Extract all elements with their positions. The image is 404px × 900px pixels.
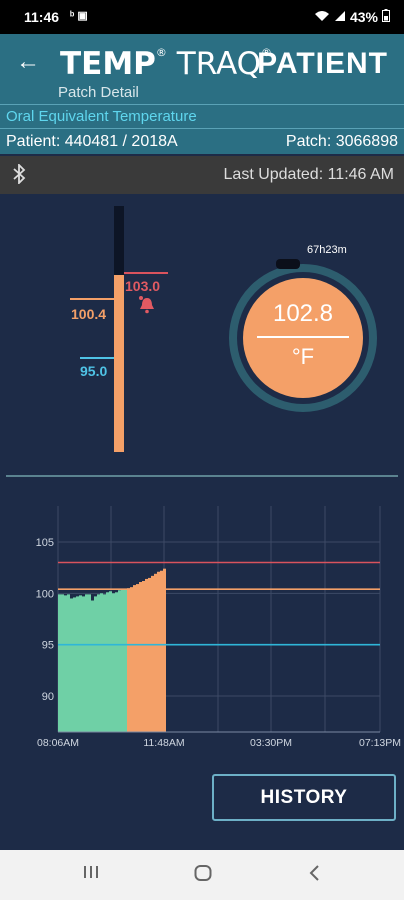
page-title: PATIENT (257, 47, 388, 80)
chart-bar (76, 596, 79, 732)
chart-bar (73, 597, 76, 732)
dial-ring (229, 264, 377, 412)
chart-bar (91, 600, 94, 732)
page-subtitle: Patch Detail (58, 84, 139, 101)
chart-bar (142, 580, 145, 732)
lower-threshold-value: 95.0 (80, 363, 108, 379)
dial-divider (257, 336, 349, 338)
chart-bar (109, 591, 112, 732)
y-tick-label: 100 (36, 588, 54, 600)
chart-bar (88, 594, 91, 732)
chart-bar (121, 589, 124, 732)
upper-threshold-value: 100.4 (71, 306, 107, 322)
chart-bar (124, 589, 127, 732)
home-icon[interactable] (193, 864, 213, 887)
history-button[interactable]: HISTORY (212, 774, 396, 821)
chart-bar (85, 594, 88, 732)
chart-bar (127, 588, 130, 732)
patient-info-bar: Patient: 440481 / 2018A Patch: 3066898 (0, 128, 404, 154)
x-tick-label: 11:48AM (143, 737, 184, 749)
section-divider (6, 475, 398, 477)
y-tick-label: 90 (42, 691, 54, 703)
elapsed-time: 67h23m (307, 244, 347, 256)
thermometer-fill (114, 275, 124, 452)
bluetooth-icon (12, 162, 26, 189)
dial-progress-mark (276, 259, 300, 269)
chart-bar (118, 590, 121, 732)
notification-icons: ᵇ ▣ (70, 10, 88, 22)
temperature-type: Oral Equivalent Temperature (6, 108, 197, 125)
chart-bar (148, 577, 151, 732)
chart-bar (157, 571, 160, 732)
high-alarm-value: 103.0 (125, 278, 161, 294)
status-right: 43% (314, 9, 390, 25)
high-alarm-line (124, 272, 168, 274)
system-nav-bar (0, 850, 404, 900)
chart-bar (100, 593, 103, 732)
back-arrow-icon[interactable]: ← (16, 48, 40, 75)
app-header: ← TEMP® TRAQ® PATIENT Patch Detail (0, 34, 404, 104)
chart-bar (61, 594, 64, 732)
chart-bar (64, 595, 67, 732)
temperature-unit: °F (291, 344, 315, 369)
chart-bar (151, 575, 154, 732)
chart-bar (106, 592, 109, 732)
chart-bar (133, 585, 136, 732)
wifi-icon (314, 9, 330, 25)
chart-bar (94, 596, 97, 732)
chart-bar (97, 594, 100, 732)
chart-bar (112, 593, 115, 732)
chart-bar (82, 596, 85, 732)
y-tick-label: 105 (36, 537, 54, 549)
temptraq-logo: TEMP® TRAQ® (60, 46, 273, 82)
y-tick-label: 95 (42, 640, 54, 652)
chart-bar (130, 587, 133, 732)
temperature-dial: 102.8 °F (243, 278, 363, 398)
chart-bar (154, 573, 157, 732)
main-panel: 103.0 100.4 95.0 67h23m 102.8 °F 90 95 100… (0, 194, 404, 850)
temperature-type-bar: Oral Equivalent Temperature (0, 104, 404, 128)
x-tick-label: 03:30PM (250, 737, 292, 749)
status-bar: 11:46 ᵇ ▣ 43% (0, 0, 404, 34)
update-bar: Last Updated: 11:46 AM (0, 156, 404, 194)
status-time: 11:46 (24, 9, 60, 25)
chart-bar (103, 594, 106, 732)
lower-threshold-line (80, 357, 114, 359)
chart-bar (145, 578, 148, 732)
chart-bar (115, 592, 118, 732)
upper-threshold-line (70, 298, 114, 300)
back-nav-icon[interactable] (308, 864, 322, 887)
chart-bar (160, 570, 163, 732)
chart-bar (163, 568, 166, 732)
x-tick-label: 07:13PM (359, 737, 401, 749)
battery-icon (382, 9, 390, 25)
chart-bar (136, 584, 139, 732)
chart-bar (67, 594, 70, 732)
x-tick-label: 08:06AM (37, 737, 79, 749)
patient-id: Patient: 440481 / 2018A (6, 133, 178, 150)
signal-icon (334, 9, 346, 25)
temperature-history-chart: 90 95 100 105 08:06AM 11:48AM 03:30PM 07:13PM (36, 506, 401, 749)
chart-bar (79, 595, 82, 732)
last-updated: Last Updated: 11:46 AM (223, 166, 394, 183)
chart-bar (139, 582, 142, 732)
chart-bar (70, 598, 73, 732)
alarm-bell-icon (138, 295, 156, 320)
recent-apps-icon[interactable] (82, 864, 100, 885)
chart-bar (58, 594, 61, 732)
patch-id: Patch: 3066898 (285, 133, 398, 150)
current-temperature: 102.8 (272, 300, 334, 327)
battery-percent: 43% (349, 9, 378, 25)
